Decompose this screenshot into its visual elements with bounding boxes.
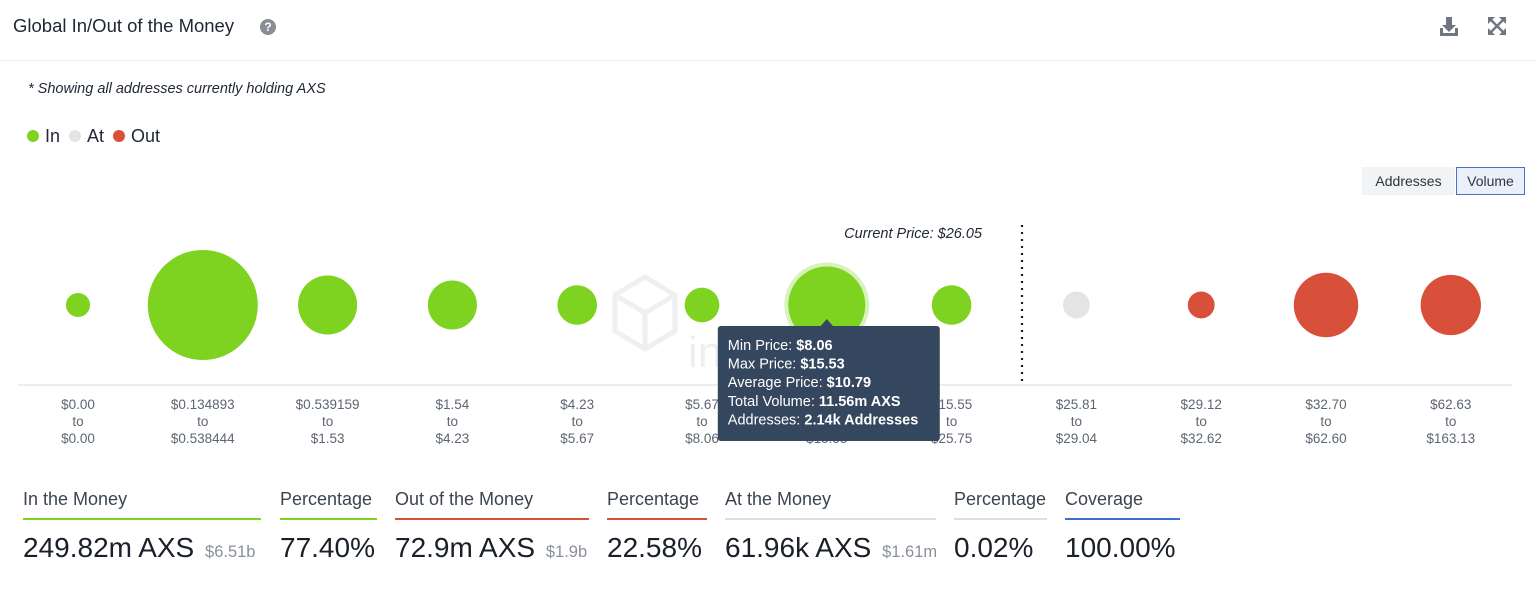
legend-dot-in xyxy=(27,130,39,142)
stat-in-the-money: In the Money 249.82m AXS $6.51b xyxy=(23,487,261,564)
stat-main-value: 249.82m AXS xyxy=(23,532,195,563)
stat-coverage: Coverage 100.00% xyxy=(1065,487,1180,564)
stat-in-percentage: Percentage 77.40% xyxy=(280,487,377,564)
x-tick-label: $4.23 to $5.67 xyxy=(560,397,594,446)
stat-at-the-money: At the Money 61.96k AXS $1.61m xyxy=(725,487,938,564)
x-tick-label: $15.55 to $25.75 xyxy=(931,397,972,446)
holding-note: * Showing all addresses currently holdin… xyxy=(28,81,326,97)
stat-usd-value: $1.61m xyxy=(882,543,938,561)
stat-label: In the Money xyxy=(23,487,261,520)
x-tick-label: $5.67 to $8.06 xyxy=(685,397,719,446)
question-circle-icon[interactable]: ? xyxy=(260,19,276,35)
stat-value: 77.40% xyxy=(280,532,377,564)
legend-label-in: In xyxy=(45,125,61,146)
tooltip-line: Min Price: $8.06 xyxy=(728,338,833,354)
stat-usd-value: $1.9b xyxy=(545,543,588,561)
legend: In At Out xyxy=(27,125,169,147)
x-tick-label: $32.70 to $62.60 xyxy=(1305,397,1346,446)
x-tick-label: $0.00 to $0.00 xyxy=(61,397,95,446)
stat-main-value: 72.9m AXS xyxy=(395,532,536,563)
x-tick-label: $25.81 to $29.04 xyxy=(1056,397,1098,446)
chart-tooltip: Min Price: $8.06 Max Price: $15.53 Average… xyxy=(717,319,940,441)
stat-value: 72.9m AXS $1.9b xyxy=(395,532,589,564)
bubble-in[interactable] xyxy=(788,266,866,344)
legend-dot-at xyxy=(69,130,82,142)
addresses-toggle-button[interactable]: Addresses xyxy=(1362,167,1455,195)
bubble-in[interactable] xyxy=(427,280,477,330)
stat-out-percentage: Percentage 22.58% xyxy=(607,487,707,564)
stat-value: 100.00% xyxy=(1065,532,1180,564)
stat-value: 61.96k AXS $1.61m xyxy=(725,532,938,564)
bubble-in[interactable] xyxy=(298,275,358,335)
watermark-logo-icon xyxy=(612,274,678,352)
bubble-in[interactable] xyxy=(684,287,720,323)
stat-main-value: 0.02% xyxy=(954,532,1034,563)
tooltip-pointer xyxy=(819,319,834,327)
stat-label: Percentage xyxy=(954,487,1047,520)
legend-item-in[interactable]: In xyxy=(27,126,60,147)
stat-label: Percentage xyxy=(607,487,707,520)
stat-value: 22.58% xyxy=(607,532,707,564)
stat-at-percentage: Percentage 0.02% xyxy=(954,487,1047,564)
x-tick-label: $62.63 to $163.13 xyxy=(1426,397,1475,446)
tooltip-box xyxy=(717,326,940,441)
stat-label: Percentage xyxy=(280,487,377,520)
stat-main-value: 61.96k AXS xyxy=(725,532,872,563)
legend-item-at[interactable]: At xyxy=(69,126,104,147)
bubble-out[interactable] xyxy=(1420,274,1481,336)
bubble-at[interactable] xyxy=(1062,291,1090,319)
bubble-out[interactable] xyxy=(1293,272,1359,338)
bubble-in[interactable] xyxy=(147,250,258,360)
x-tick-label: $0.539159 to $1.53 xyxy=(296,397,360,446)
bubble-in[interactable] xyxy=(65,292,91,318)
stat-usd-value: $6.51b xyxy=(205,543,256,561)
widget-header: Global In/Out of the Money ? xyxy=(0,0,1536,61)
tooltip-line: Addresses: 2.14k Addresses xyxy=(728,412,919,428)
widget-title: Global In/Out of the Money xyxy=(13,15,235,36)
stat-value: 0.02% xyxy=(954,532,1047,564)
x-tick-label: $1.54 to $4.23 xyxy=(436,397,470,446)
stat-label: Coverage xyxy=(1065,487,1180,520)
legend-item-out[interactable]: Out xyxy=(113,126,160,147)
stat-main-value: 22.58% xyxy=(607,532,702,563)
x-tick-label: $29.12 to $32.62 xyxy=(1181,397,1222,446)
legend-label-out: Out xyxy=(131,125,161,146)
stat-value: 249.82m AXS $6.51b xyxy=(23,532,261,564)
bubble-in[interactable] xyxy=(557,285,598,325)
tooltip-line: Max Price: $15.53 xyxy=(728,357,845,373)
tooltip-line: Total Volume: 11.56m AXS xyxy=(728,394,901,410)
current-price-label: Current Price: $26.05 xyxy=(844,226,983,242)
volume-toggle-button[interactable]: Volume xyxy=(1456,167,1525,195)
download-icon[interactable] xyxy=(1438,15,1460,37)
money-bubble-chart: intotheblockCurrent Price: $26.05$0.00to… xyxy=(18,225,1512,446)
stat-main-value: 77.40% xyxy=(280,532,375,563)
tooltip-line: Average Price: $10.79 xyxy=(728,375,871,391)
expand-icon[interactable] xyxy=(1486,15,1508,37)
stat-label: At the Money xyxy=(725,487,936,520)
legend-label-at: At xyxy=(87,125,105,146)
stat-label: Out of the Money xyxy=(395,487,589,520)
x-tick-label: $0.134893 to $0.538444 xyxy=(171,397,235,446)
bubble-in[interactable] xyxy=(931,285,972,325)
stat-out-of-the-money: Out of the Money 72.9m AXS $1.9b xyxy=(395,487,589,564)
bubble-out[interactable] xyxy=(1187,291,1215,319)
stat-main-value: 100.00% xyxy=(1065,532,1176,563)
legend-dot-out xyxy=(113,130,126,142)
